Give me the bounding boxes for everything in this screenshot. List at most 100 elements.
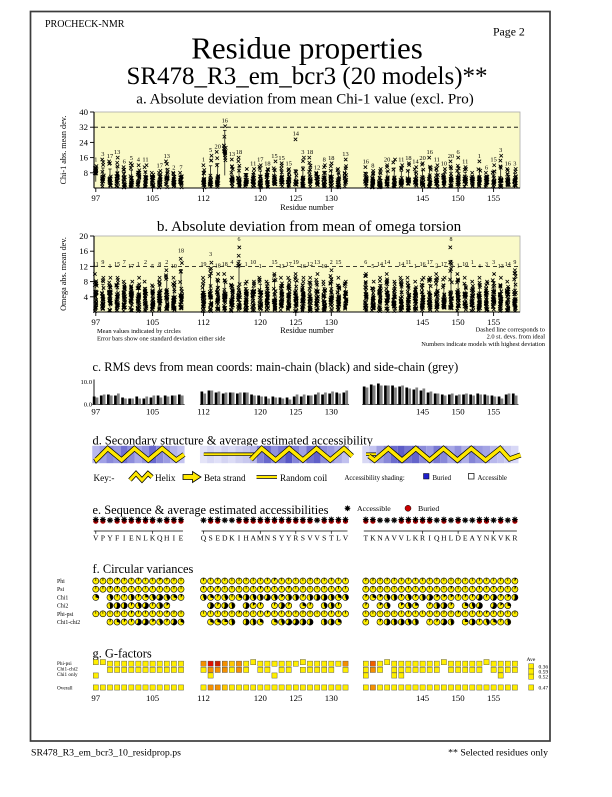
svg-text:10: 10 [441,161,447,168]
svg-text:4: 4 [137,157,141,164]
svg-text:3: 3 [499,147,502,154]
svg-text:14: 14 [384,260,390,266]
svg-text:K: K [370,534,376,543]
svg-text:S: S [208,534,212,543]
svg-text:20: 20 [215,143,221,150]
svg-text:Residue number: Residue number [280,326,334,335]
svg-text:3: 3 [101,151,104,158]
svg-text:120: 120 [254,317,268,327]
svg-text:8: 8 [84,168,89,178]
svg-text:6: 6 [238,237,241,243]
svg-text:13: 13 [279,264,285,270]
svg-text:a. Absolute deviation from mea: a. Absolute deviation from mean Chi-1 va… [136,92,473,108]
svg-text:16: 16 [505,161,511,168]
svg-text:1: 1 [457,264,460,270]
svg-text:112: 112 [197,193,210,203]
svg-text:125: 125 [289,407,303,417]
svg-text:8: 8 [323,157,326,164]
svg-text:145: 145 [416,693,430,703]
svg-text:K: K [229,534,235,543]
svg-text:Chi1: Chi1 [57,595,68,601]
svg-text:K: K [491,534,497,543]
svg-text:H: H [164,534,170,543]
svg-text:17: 17 [441,262,447,268]
svg-text:S: S [272,534,276,543]
svg-text:155: 155 [487,193,501,203]
svg-text:120: 120 [254,693,268,703]
svg-text:11: 11 [462,159,468,166]
svg-text:D: D [455,534,461,543]
svg-text:12: 12 [307,262,313,268]
svg-text:32: 32 [79,122,88,132]
svg-text:K: K [413,534,419,543]
svg-text:16: 16 [300,264,306,270]
svg-text:97: 97 [91,693,100,703]
svg-text:V: V [343,534,349,543]
svg-text:13: 13 [342,151,348,158]
svg-text:2: 2 [330,260,333,266]
svg-text:I: I [238,534,241,543]
svg-text:1: 1 [109,264,112,270]
svg-text:1: 1 [414,264,417,270]
svg-text:4: 4 [478,264,481,270]
svg-text:15: 15 [490,157,496,164]
svg-text:20: 20 [448,153,454,160]
svg-text:3: 3 [513,161,516,168]
svg-text:18: 18 [222,262,228,268]
svg-text:Accessibility shading:: Accessibility shading: [345,475,405,482]
svg-text:V: V [498,534,504,543]
svg-text:Psi: Psi [57,587,64,593]
svg-text:18: 18 [328,155,334,162]
svg-text:16: 16 [427,149,433,156]
svg-text:V: V [399,534,405,543]
svg-text:19: 19 [171,264,177,270]
svg-text:130: 130 [325,693,339,703]
svg-text:11: 11 [93,262,99,268]
svg-text:N: N [377,534,383,543]
svg-text:18: 18 [215,264,221,270]
svg-text:Chi1 only: Chi1 only [57,672,78,678]
svg-text:16: 16 [420,262,426,268]
svg-text:E: E [129,534,134,543]
svg-text:9: 9 [101,260,104,266]
svg-text:Y: Y [477,534,483,543]
svg-text:150: 150 [451,693,465,703]
svg-text:e. Sequence & average estimate: e. Sequence & average estimated accessib… [93,503,329,517]
svg-text:H: H [441,534,447,543]
svg-text:d. Secondary structure & avera: d. Secondary structure & average estimat… [93,434,374,448]
svg-text:R: R [512,534,518,543]
svg-text:Chi1-chi2: Chi1-chi2 [57,620,80,626]
svg-text:155: 155 [487,407,501,417]
svg-text:V: V [93,534,99,543]
svg-text:Dashed line corresponds to: Dashed line corresponds to [476,327,545,334]
svg-text:17: 17 [107,153,114,160]
svg-text:6: 6 [456,149,459,156]
svg-text:SR478_R3_em_bcr3 (20 models)**: SR478_R3_em_bcr3 (20 models)** [126,63,487,90]
svg-text:12: 12 [79,261,88,271]
svg-text:11: 11 [406,260,412,266]
svg-text:Y: Y [279,534,285,543]
svg-text:3: 3 [485,262,488,268]
svg-text:17: 17 [128,264,134,270]
svg-text:18: 18 [178,248,184,254]
svg-text:1: 1 [259,264,262,270]
svg-text:20: 20 [384,157,390,164]
svg-text:0.52: 0.52 [539,675,549,681]
svg-text:b. Absolute deviation from mea: b. Absolute deviation from mean of omega… [157,219,462,235]
svg-text:E: E [463,534,468,543]
svg-text:1: 1 [245,262,248,268]
svg-text:14: 14 [398,262,404,268]
svg-text:16: 16 [79,246,88,256]
svg-text:V: V [314,534,320,543]
svg-text:K: K [505,534,511,543]
svg-text:Mean values indicated by circl: Mean values indicated by circles [97,328,181,335]
svg-text:11: 11 [142,157,148,164]
svg-text:15: 15 [286,161,292,168]
svg-text:15: 15 [114,262,120,268]
svg-text:Q: Q [157,534,163,543]
svg-text:97: 97 [91,317,100,327]
svg-text:18: 18 [307,149,313,156]
svg-text:A: A [470,534,476,543]
svg-text:I: I [123,534,126,543]
svg-text:145: 145 [416,407,430,417]
